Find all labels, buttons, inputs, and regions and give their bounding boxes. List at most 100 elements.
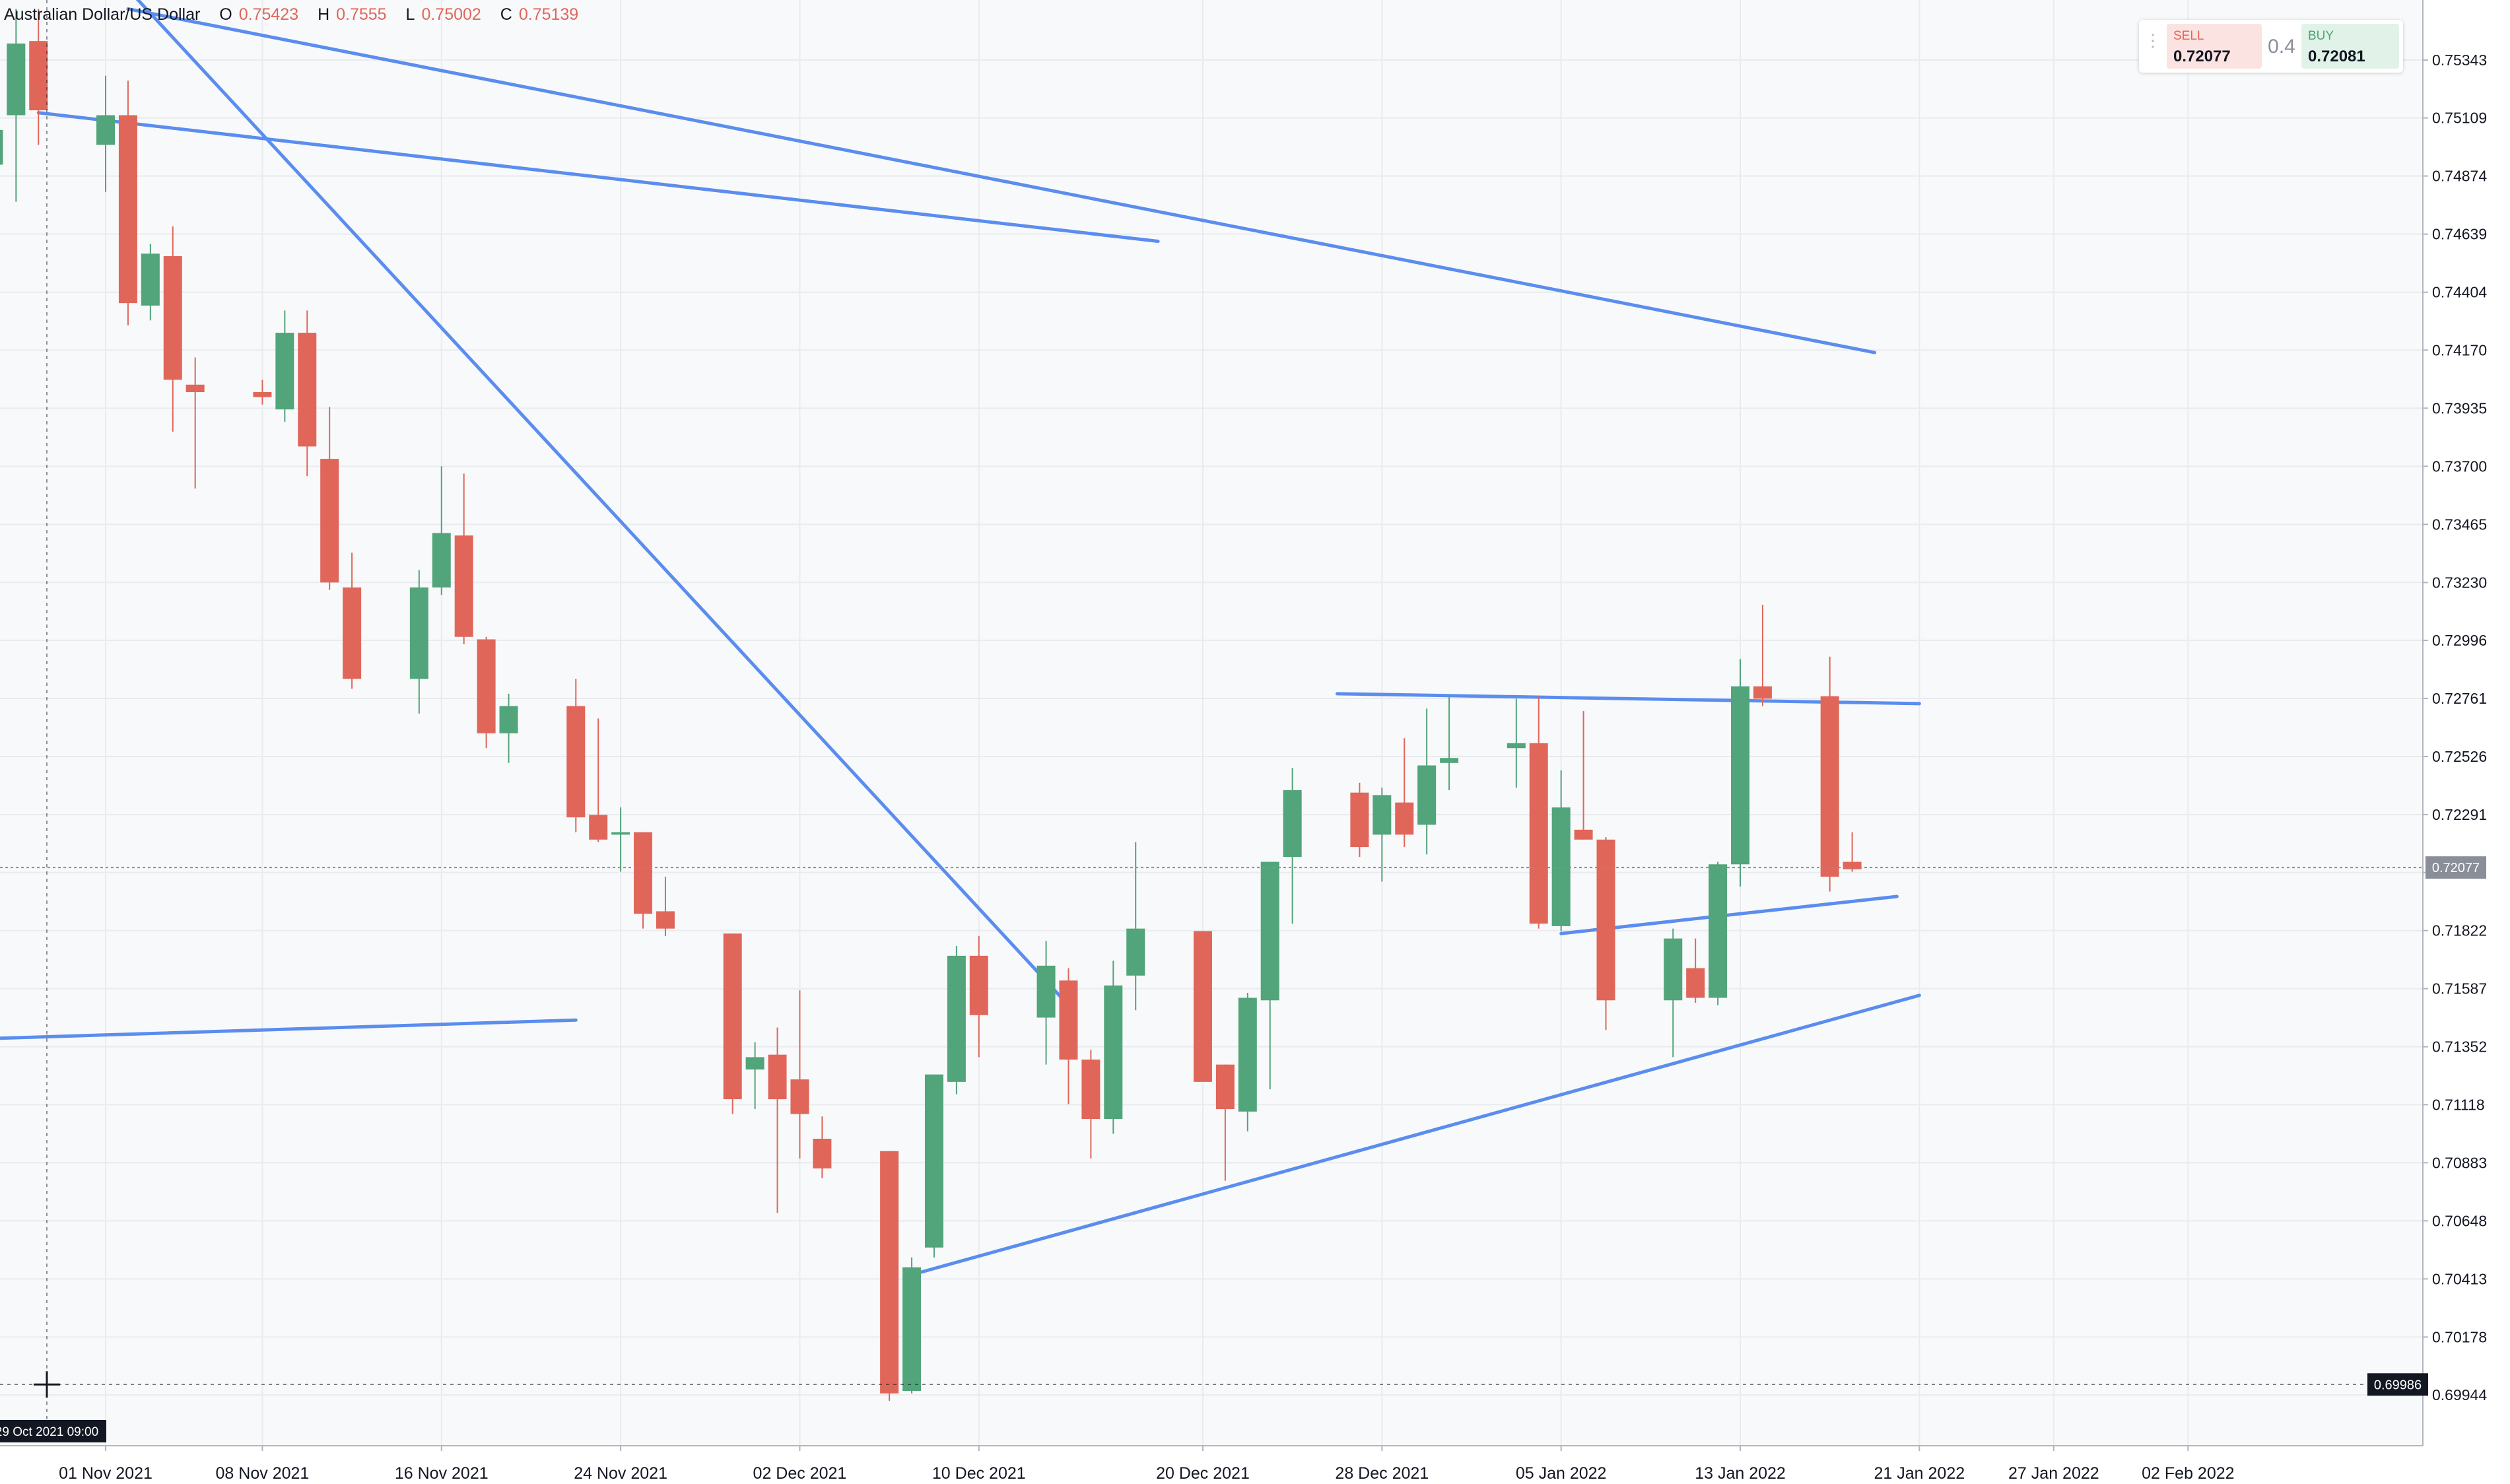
close-label: C [500, 5, 512, 24]
candle-bearish [768, 1027, 787, 1213]
candle-bullish [1283, 768, 1302, 924]
price-axis-label: 0.70883 [2432, 1154, 2487, 1171]
candle-body [1820, 696, 1839, 877]
candle-body [1081, 1060, 1101, 1120]
current-price-label: 0.72077 [2425, 856, 2486, 879]
current-price-label-text: 0.72077 [2432, 861, 2480, 875]
crosshair-price-label-text: 0.69986 [2374, 1378, 2422, 1392]
candle-body [790, 1079, 809, 1114]
trendline [910, 994, 1921, 1277]
trendline [1559, 894, 1899, 935]
time-axis-label: 24 Nov 2021 [574, 1464, 667, 1483]
trendline [126, 7, 1877, 354]
candle-bearish [1574, 711, 1593, 840]
candle-bearish [320, 407, 339, 590]
sell-label: SELL [2173, 29, 2204, 43]
candle-body [1059, 980, 1078, 1060]
candle-body [432, 533, 451, 588]
candle-body [1529, 743, 1548, 924]
price-axis-label: 0.72996 [2432, 632, 2487, 649]
price-axis-label: 0.69944 [2432, 1386, 2487, 1403]
trendline [0, 1018, 578, 1040]
candle-bearish [790, 990, 809, 1159]
candle-body [141, 253, 160, 306]
candle-bullish [96, 75, 115, 192]
candle-bullish [1238, 993, 1257, 1131]
price-axis-label: 0.74639 [2432, 226, 2487, 243]
candle-bullish [902, 1257, 922, 1394]
buy-price: 0.72081 [2308, 48, 2365, 65]
candle-bearish [1843, 832, 1862, 872]
candle-bullish [1709, 861, 1728, 1005]
candle-body [1417, 765, 1437, 825]
drag-handle-icon[interactable]: ⋮⋮ [2144, 30, 2179, 50]
candle-body [566, 706, 586, 818]
candle-body [1126, 928, 1145, 976]
close-value: 0.75139 [518, 5, 579, 24]
price-axis-label: 0.73465 [2432, 516, 2487, 533]
candle-bullish [1260, 861, 1279, 1090]
price-axis-label: 0.74404 [2432, 284, 2487, 301]
candle-body [745, 1057, 764, 1070]
sell-price: 0.72077 [2173, 48, 2231, 65]
price-axis-label: 0.71352 [2432, 1038, 2487, 1056]
buy-label: BUY [2308, 29, 2334, 43]
candle-body [29, 41, 48, 111]
candle-bearish [163, 226, 182, 432]
sell-button[interactable]: SELL 0.72077 [2167, 24, 2262, 69]
candle-bearish [253, 380, 272, 405]
time-axis-label: 02 Dec 2021 [753, 1464, 847, 1483]
price-axis-label: 0.73700 [2432, 457, 2487, 475]
candle-bullish [1373, 788, 1392, 882]
price-axis-label: 0.72291 [2432, 806, 2487, 823]
price-axis-label: 0.70413 [2432, 1270, 2487, 1287]
candle-bearish [880, 1151, 899, 1401]
time-axis-label: 02 Feb 2022 [2142, 1464, 2234, 1483]
candle-bearish [1059, 968, 1078, 1104]
candle-bearish [656, 877, 675, 936]
candle-body [1283, 790, 1302, 858]
candle-bearish [1081, 1050, 1101, 1159]
candle-body [1596, 839, 1615, 1001]
time-axis-label: 13 Jan 2022 [1695, 1464, 1786, 1483]
low-label: L [405, 5, 415, 24]
trendlines[interactable] [0, 0, 1921, 1277]
candle-body [1395, 802, 1414, 835]
candle-body [1215, 1064, 1235, 1110]
candle-bullish [947, 945, 966, 1095]
candle-body [275, 333, 294, 410]
crosshair-cursor-icon [33, 1371, 60, 1398]
price-axis-label: 0.74170 [2432, 341, 2487, 358]
candle-bullish [1664, 928, 1683, 1058]
candle-bullish [0, 129, 3, 165]
time-axis-label: 21 Jan 2022 [1874, 1464, 1965, 1483]
candle-body [611, 832, 630, 835]
candle-body [1551, 807, 1571, 926]
time-axis-label: 01 Nov 2021 [59, 1464, 153, 1483]
price-axis-label: 0.72761 [2432, 690, 2487, 707]
candle-body [0, 129, 3, 165]
candle-body [902, 1267, 922, 1392]
buy-button[interactable]: BUY 0.72081 [2301, 24, 2399, 69]
candle-body [1373, 795, 1392, 835]
candle-bearish [1193, 931, 1212, 1082]
time-axis[interactable] [0, 1446, 2423, 1484]
price-axis-label: 0.71822 [2432, 922, 2487, 939]
candle-bearish [1596, 837, 1615, 1030]
candle-body [924, 1074, 943, 1248]
candle-body [1507, 743, 1526, 749]
candle-body [499, 706, 518, 733]
price-axis[interactable] [2423, 0, 2510, 1484]
candle-body [343, 587, 362, 679]
crosshair-time-label-text: 29 Oct 2021 09:00 [0, 1425, 98, 1439]
time-axis-label: 16 Nov 2021 [395, 1464, 489, 1483]
crosshair-time-label: 29 Oct 2021 09:00 [0, 1420, 106, 1442]
candle-bearish [1820, 656, 1839, 892]
candle-body [880, 1151, 899, 1394]
candle-bearish [118, 81, 137, 325]
time-axis-label: 05 Jan 2022 [1516, 1464, 1607, 1483]
symbol-name[interactable]: Australian Dollar/US Dollar [4, 5, 201, 24]
candle-body [1260, 861, 1279, 1001]
